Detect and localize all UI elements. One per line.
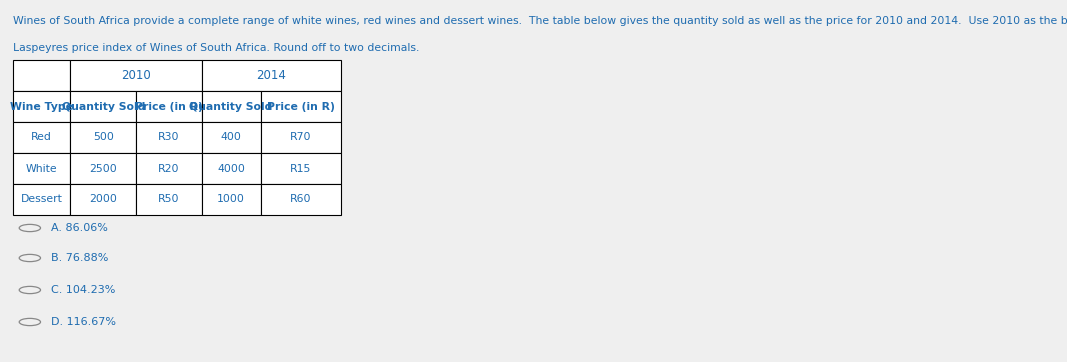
Bar [260,153,341,184]
Bar [260,184,341,215]
Text: R15: R15 [290,164,312,173]
Text: R50: R50 [158,194,179,205]
Text: 2500: 2500 [90,164,117,173]
Text: 400: 400 [221,132,241,143]
Text: Dessert: Dessert [20,194,63,205]
Text: R60: R60 [290,194,312,205]
Bar [70,122,136,153]
Bar [136,184,202,215]
Text: 2000: 2000 [90,194,117,205]
Bar [13,153,70,184]
Bar [13,184,70,215]
Text: Wine Type: Wine Type [11,101,74,111]
Bar [70,153,136,184]
Bar [202,153,260,184]
Text: White: White [26,164,58,173]
Bar [202,91,260,122]
Bar [13,60,70,91]
Text: B. 76.88%: B. 76.88% [51,253,109,263]
Bar [136,91,202,122]
Bar [70,184,136,215]
Bar [70,60,202,91]
Text: 1000: 1000 [218,194,245,205]
Bar [136,153,202,184]
Text: 2014: 2014 [256,69,286,82]
Text: Price (in R): Price (in R) [267,101,335,111]
Text: R70: R70 [290,132,312,143]
Text: Wines of South Africa provide a complete range of white wines, red wines and des: Wines of South Africa provide a complete… [13,16,1067,26]
Text: Red: Red [31,132,52,143]
Text: Quantity Sold: Quantity Sold [190,101,273,111]
Text: R20: R20 [158,164,179,173]
Bar [136,122,202,153]
Text: A. 86.06%: A. 86.06% [51,223,108,233]
Text: Quantity Sold: Quantity Sold [62,101,145,111]
Bar [13,122,70,153]
Text: 4000: 4000 [218,164,245,173]
Bar [13,91,70,122]
Text: Laspeyres price index of Wines of South Africa. Round off to two decimals.: Laspeyres price index of Wines of South … [13,43,419,54]
Bar [260,91,341,122]
Text: D. 116.67%: D. 116.67% [51,317,116,327]
Text: Price (in R): Price (in R) [134,101,203,111]
Bar [202,60,341,91]
Bar [260,122,341,153]
Text: 2010: 2010 [122,69,150,82]
Text: C. 104.23%: C. 104.23% [51,285,115,295]
Bar [202,184,260,215]
Bar [202,122,260,153]
Bar [70,91,136,122]
Text: R30: R30 [158,132,179,143]
Text: 500: 500 [93,132,114,143]
